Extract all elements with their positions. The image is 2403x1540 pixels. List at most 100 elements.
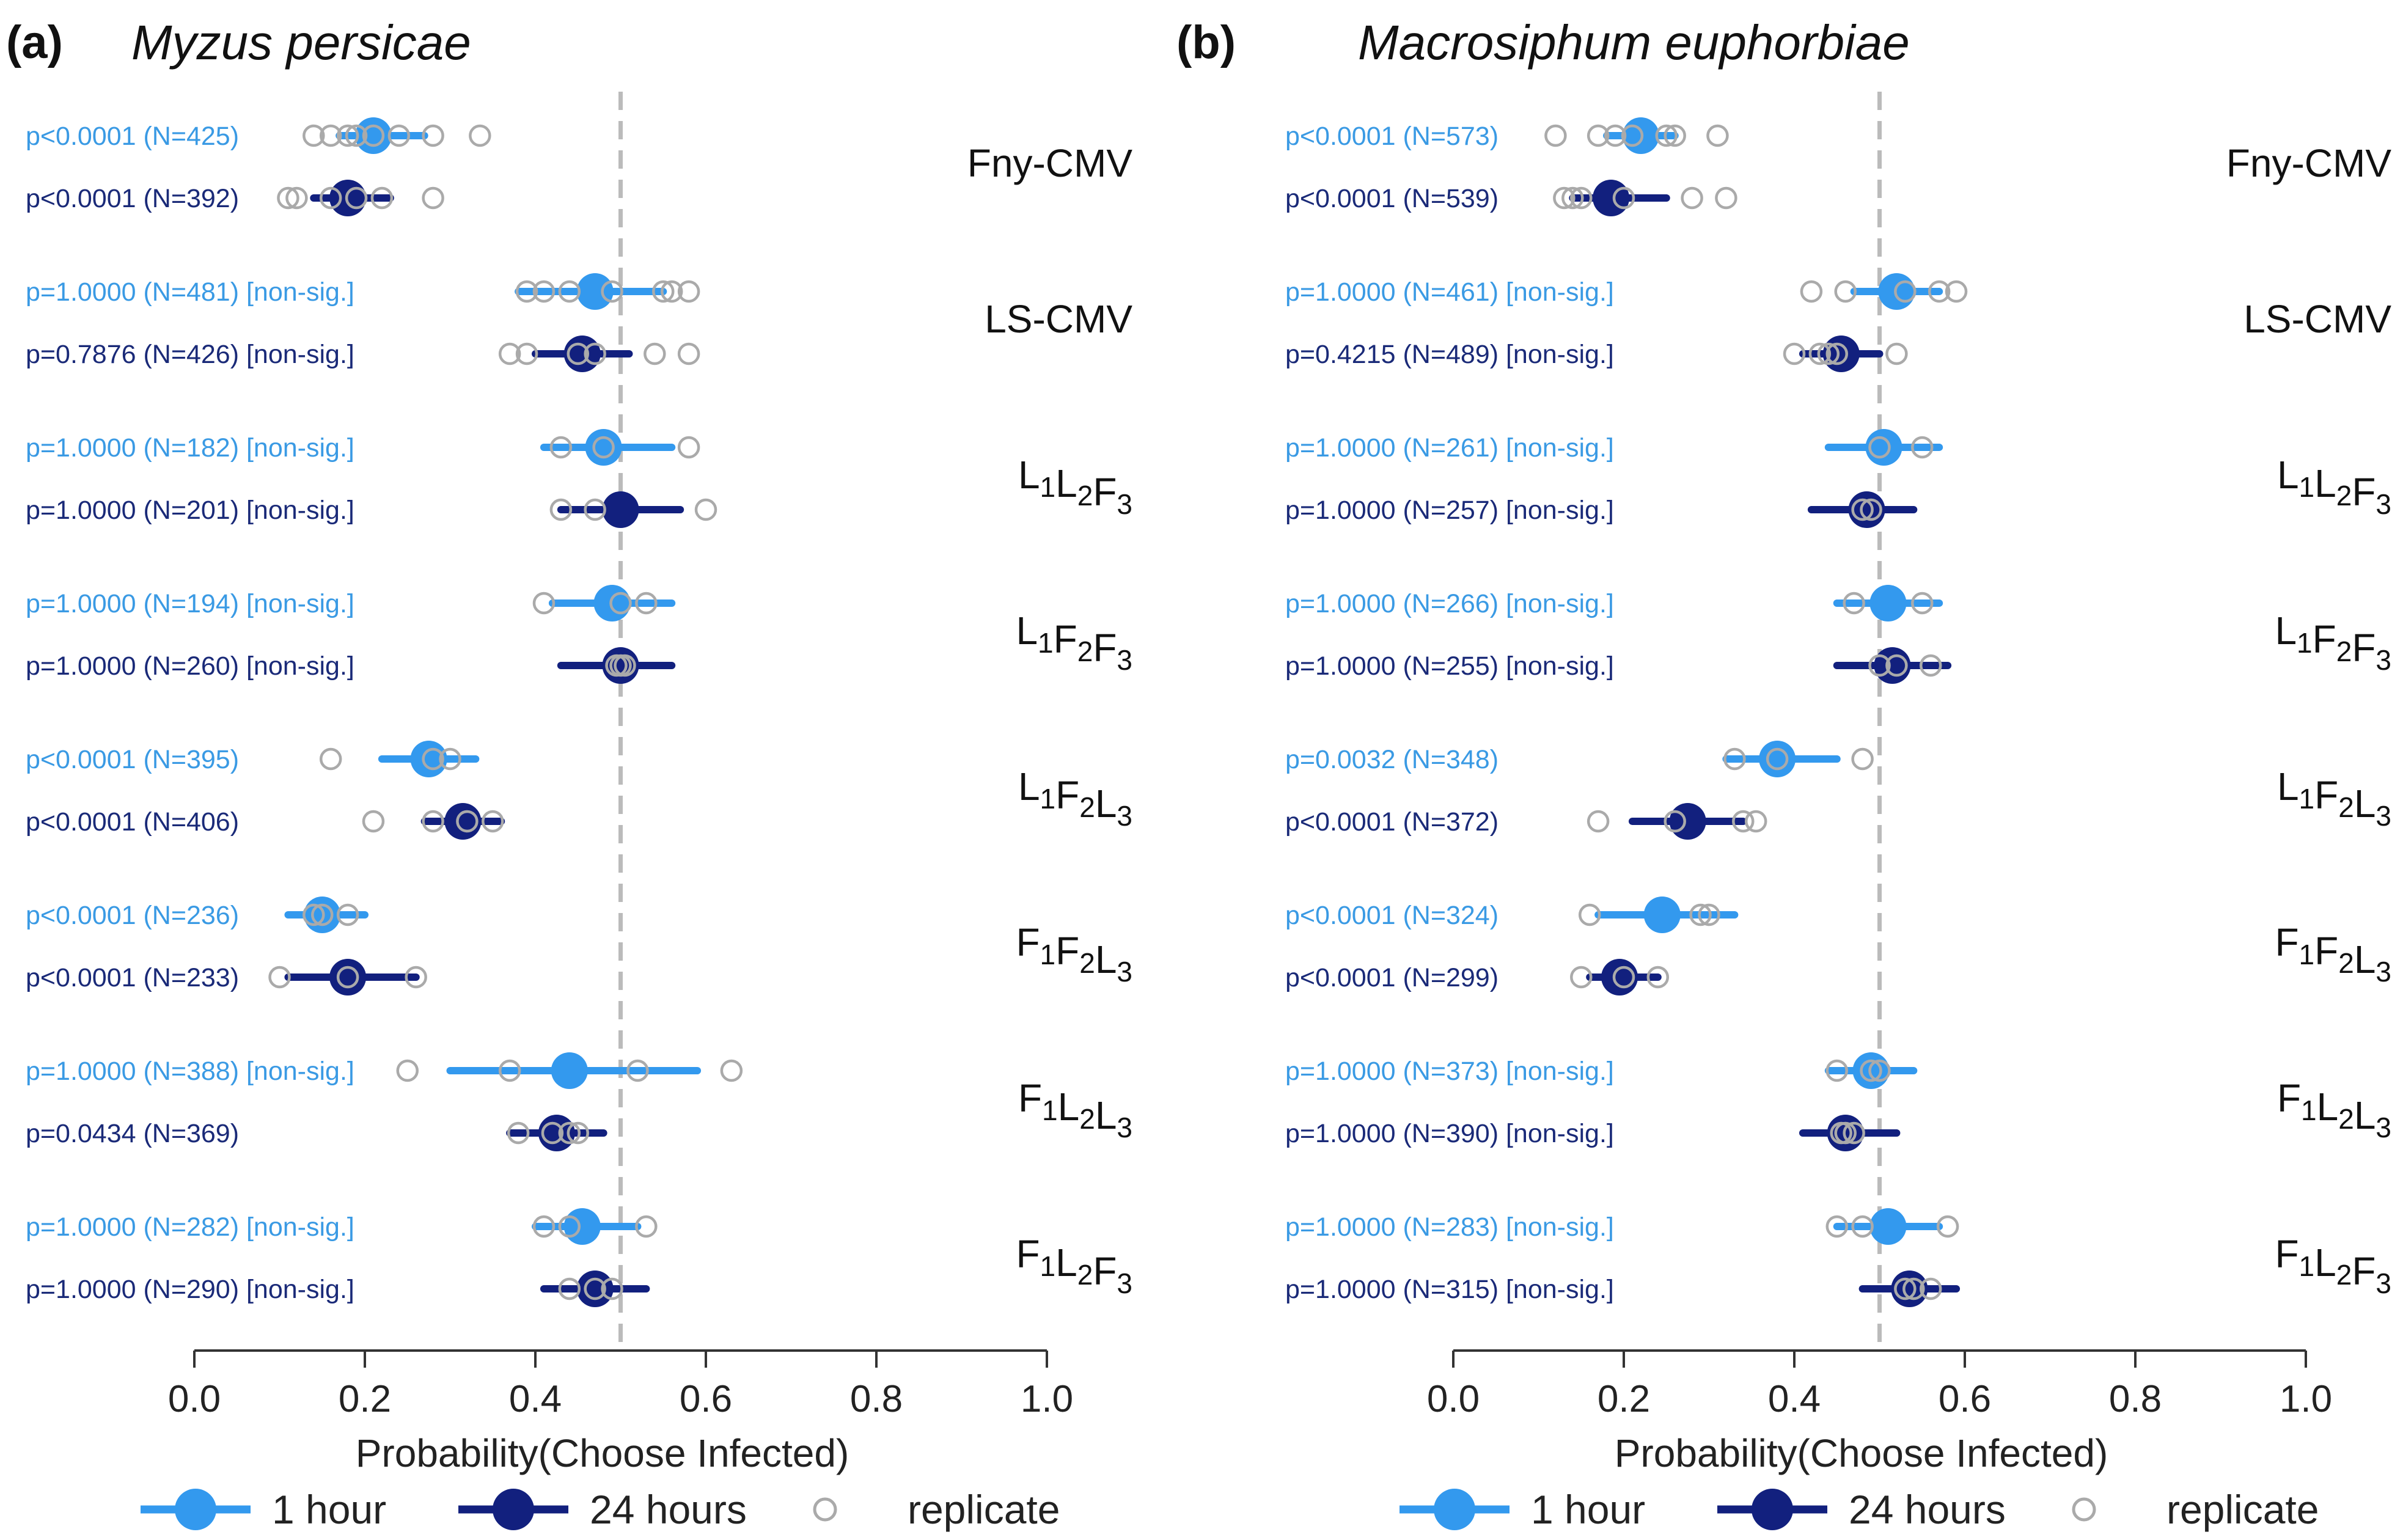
replicate-point xyxy=(1851,1215,1874,1238)
group-label: LS-CMV xyxy=(2243,297,2391,341)
replicate-point xyxy=(1834,280,1857,303)
p-value-label: p=1.0000 (N=266) [non-sig.] xyxy=(1285,589,1614,618)
replicate-point xyxy=(558,1277,581,1300)
replicate-point xyxy=(277,186,299,210)
mean-point xyxy=(354,117,392,154)
replicate-point xyxy=(422,124,444,147)
replicate-point xyxy=(1894,280,1917,303)
replicate-point xyxy=(532,1215,556,1238)
replicate-point xyxy=(345,186,368,210)
replicate-point xyxy=(1800,280,1823,303)
group-label: F1L2F3 xyxy=(2275,1232,2391,1299)
replicate-point xyxy=(370,186,394,210)
replicate-point xyxy=(626,1059,649,1082)
group-label: LS-CMV xyxy=(985,297,1132,341)
replicate-point xyxy=(1825,1215,1848,1238)
replicate-point xyxy=(1664,124,1686,147)
mean-point xyxy=(563,1208,601,1245)
legend-1-hour-label: 1 hour xyxy=(272,1487,386,1532)
p-value-label: p=1.0000 (N=390) [non-sig.] xyxy=(1285,1119,1614,1148)
mean-point xyxy=(1669,803,1706,840)
replicate-point xyxy=(1843,592,1865,615)
p-value-label: p=0.4215 (N=489) [non-sig.] xyxy=(1285,340,1614,369)
legend-replicate-label: replicate xyxy=(908,1487,1060,1532)
replicate-point xyxy=(396,1059,419,1082)
replicate-point xyxy=(515,342,538,365)
legend: 1 hour 24 hours replicate xyxy=(141,1487,1060,1532)
replicate-point xyxy=(1744,810,1767,833)
group-label: Fny-CMV xyxy=(967,141,1133,185)
replicate-point xyxy=(498,342,521,365)
replicate-point xyxy=(541,1121,564,1145)
p-value-label: p=1.0000 (N=261) [non-sig.] xyxy=(1285,433,1614,463)
replicate-point xyxy=(1561,186,1584,210)
replicate-point xyxy=(1783,342,1806,365)
replicate-point xyxy=(319,747,342,771)
replicate-point xyxy=(345,124,368,147)
p-value-label: p<0.0001 (N=324) xyxy=(1285,901,1499,930)
replicate-point xyxy=(652,280,675,303)
mean-point xyxy=(551,1052,588,1089)
legend-replicate-marker xyxy=(813,1497,837,1522)
mean-point xyxy=(602,491,639,528)
x-tick-label: 0.8 xyxy=(850,1378,903,1420)
replicate-point xyxy=(532,592,556,615)
p-value-label: p<0.0001 (N=372) xyxy=(1285,807,1499,837)
replicate-point xyxy=(1698,903,1720,926)
replicate-point xyxy=(1825,342,1848,365)
replicate-point xyxy=(311,903,334,926)
replicate-point xyxy=(1655,124,1678,147)
replicate-point xyxy=(1612,186,1635,210)
p-value-label: p=1.0000 (N=290) [non-sig.] xyxy=(26,1275,354,1304)
group-label: L1F2F3 xyxy=(2275,609,2391,676)
replicate-point xyxy=(1689,903,1712,926)
replicate-point xyxy=(1681,186,1703,210)
replicate-point xyxy=(285,186,308,210)
group-label: L1F2L3 xyxy=(1018,765,1132,832)
replicate-point xyxy=(635,1215,658,1238)
replicate-point xyxy=(1570,186,1593,210)
p-value-label: p<0.0001 (N=573) xyxy=(1285,122,1499,151)
replicate-point xyxy=(515,280,538,303)
x-tick-label: 0.6 xyxy=(680,1378,732,1420)
p-value-label: p=1.0000 (N=194) [non-sig.] xyxy=(26,589,354,618)
replicate-point xyxy=(1715,186,1737,210)
replicate-point xyxy=(319,124,342,147)
replicate-point xyxy=(336,124,359,147)
group-label: F1F2L3 xyxy=(2275,920,2391,988)
replicate-point xyxy=(1885,654,1908,677)
p-value-label: p<0.0001 (N=236) xyxy=(26,901,239,930)
replicate-point xyxy=(1945,280,1968,303)
p-value-label: p<0.0001 (N=233) xyxy=(26,963,239,992)
mean-point xyxy=(576,1270,614,1307)
x-tick-label: 0.0 xyxy=(1427,1378,1480,1420)
p-value-label: p=1.0000 (N=373) [non-sig.] xyxy=(1285,1057,1614,1086)
p-value-label: p=1.0000 (N=201) [non-sig.] xyxy=(26,496,354,525)
replicate-point xyxy=(1843,1121,1865,1145)
replicate-point xyxy=(387,124,411,147)
replicate-point xyxy=(677,436,700,459)
p-value-label: p=1.0000 (N=255) [non-sig.] xyxy=(1285,651,1614,681)
panel-label: (a) xyxy=(6,16,63,68)
mean-point xyxy=(1759,741,1796,777)
replicate-point xyxy=(584,498,606,521)
replicate-point xyxy=(1868,436,1891,459)
replicate-point xyxy=(1664,810,1686,833)
group-label: F1L2F3 xyxy=(1016,1232,1132,1299)
x-tick-label: 1.0 xyxy=(1021,1378,1073,1420)
replicate-point xyxy=(584,342,606,365)
group-label: Fny-CMV xyxy=(2226,141,2392,185)
replicate-point xyxy=(1851,747,1874,771)
p-value-label: p=1.0000 (N=388) [non-sig.] xyxy=(26,1057,354,1086)
replicate-point xyxy=(336,903,359,926)
replicate-point xyxy=(660,280,683,303)
mean-point xyxy=(1869,585,1907,622)
replicate-point xyxy=(677,280,700,303)
p-value-label: p<0.0001 (N=299) xyxy=(1285,963,1499,992)
replicate-point xyxy=(456,810,479,833)
x-axis-label: Probability(Choose Infected) xyxy=(356,1431,849,1475)
replicate-point xyxy=(1911,592,1934,615)
x-tick-label: 0.8 xyxy=(2109,1378,2162,1420)
legend-24-hours-label: 24 hours xyxy=(1849,1487,2006,1532)
x-tick-label: 0.2 xyxy=(1598,1378,1650,1420)
